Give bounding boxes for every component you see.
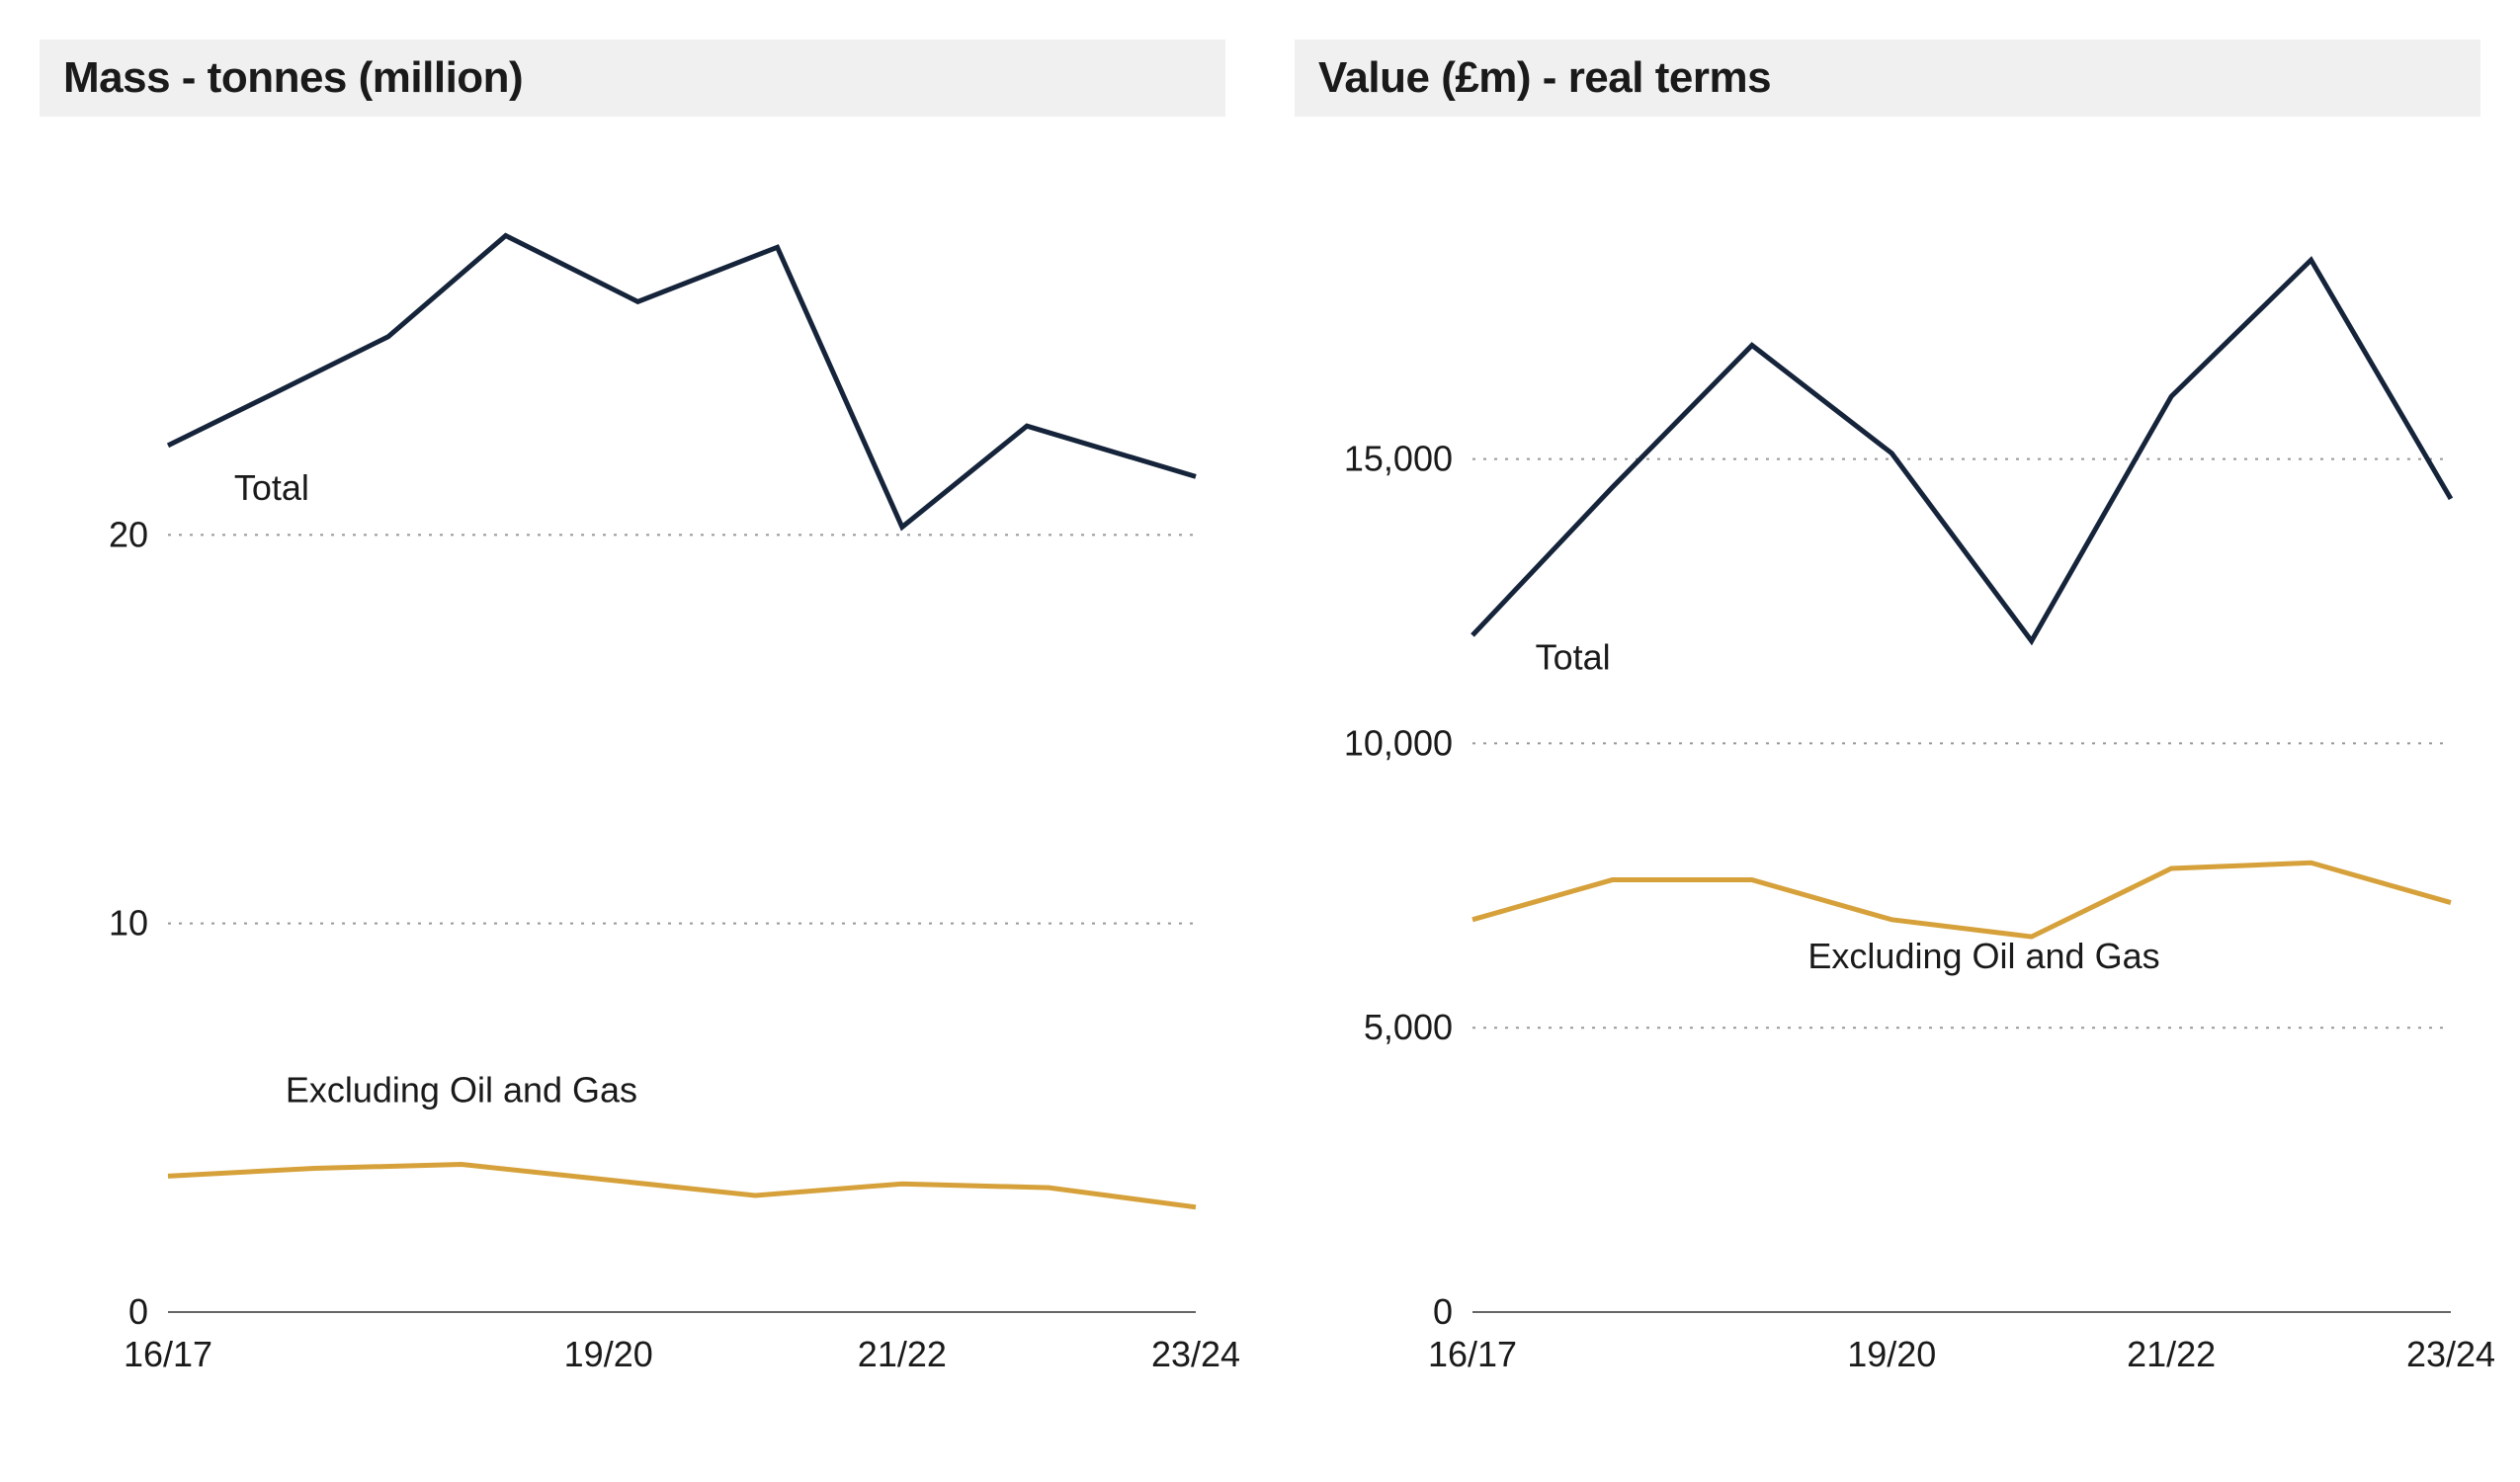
x-tick-label: 21/22	[858, 1334, 947, 1374]
panel-title: Mass - tonnes (million)	[40, 40, 1225, 117]
y-tick-label: 15,000	[1344, 439, 1453, 479]
charts-container: Mass - tonnes (million) 0 10 20 16/17 19/20 2…	[40, 40, 2480, 1411]
x-tick-label: 19/20	[564, 1334, 653, 1374]
series-excluding-oil-and-gas	[1472, 863, 2451, 937]
panel-value: Value (£m) - real terms 0 5,000 10,000 15,0…	[1295, 40, 2480, 1411]
x-tick-label: 16/17	[124, 1334, 212, 1374]
series-total	[168, 235, 1196, 527]
series-label: Total	[234, 467, 309, 508]
y-tick-label: 10	[109, 903, 148, 944]
series-label: Excluding Oil and Gas	[1807, 936, 2159, 976]
y-tick-label: 5,000	[1364, 1007, 1453, 1047]
y-tick-label: 0	[1433, 1291, 1453, 1332]
x-tick-label: 21/22	[2127, 1334, 2216, 1374]
x-tick-label: 16/17	[1428, 1334, 1517, 1374]
y-tick-label: 0	[128, 1291, 148, 1332]
y-tick-label: 10,000	[1344, 722, 1453, 763]
plot-area-mass: 0102016/1719/2021/2223/24TotalExcluding …	[40, 136, 1225, 1411]
panel-mass: Mass - tonnes (million) 0 10 20 16/17 19/20 2…	[40, 40, 1225, 1411]
x-tick-label: 23/24	[1151, 1334, 1240, 1374]
x-tick-label: 23/24	[2406, 1334, 2495, 1374]
series-label: Excluding Oil and Gas	[286, 1070, 637, 1111]
x-tick-label: 19/20	[1847, 1334, 1936, 1374]
series-label: Total	[1536, 637, 1611, 678]
series-excluding-oil-and-gas	[168, 1165, 1196, 1207]
plot-area-value: 05,00010,00015,00016/1719/2021/2223/24To…	[1295, 136, 2480, 1411]
y-tick-label: 20	[109, 514, 148, 554]
panel-title: Value (£m) - real terms	[1295, 40, 2480, 117]
series-total	[1472, 260, 2451, 641]
